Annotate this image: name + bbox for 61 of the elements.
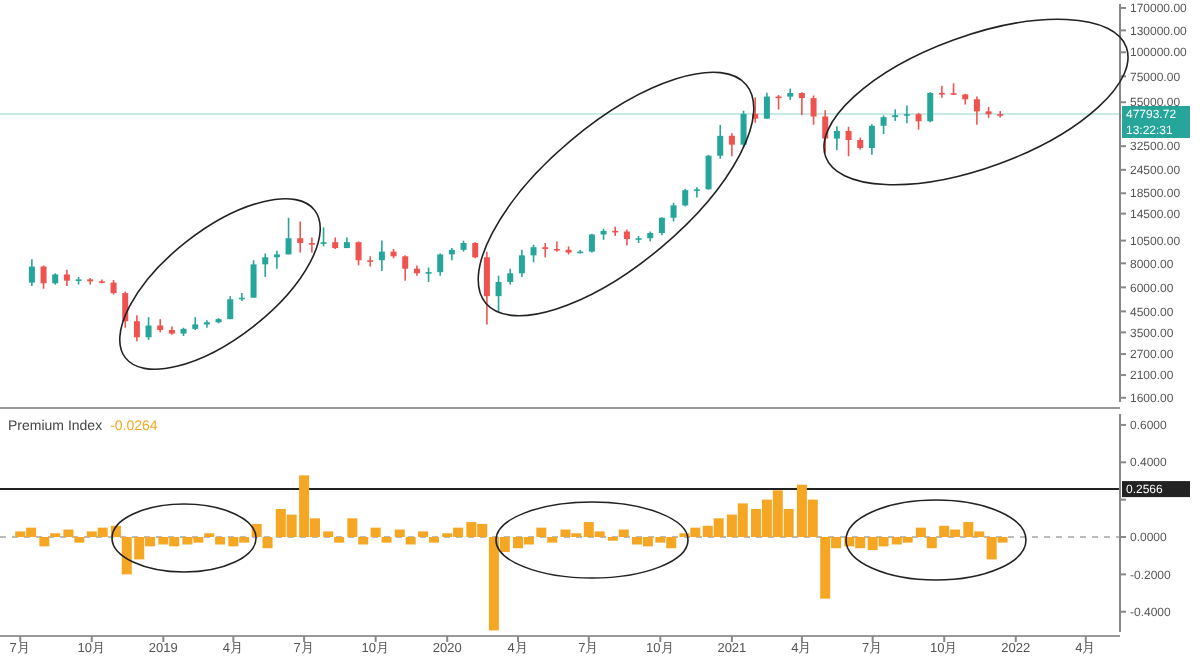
bar [347, 518, 358, 538]
candlestick [273, 249, 280, 270]
candlestick [145, 316, 152, 341]
candlestick [320, 226, 327, 248]
candlestick [28, 258, 35, 287]
candlestick [728, 132, 735, 158]
bar [618, 529, 629, 538]
candlestick [87, 277, 94, 286]
bar [429, 537, 439, 543]
candlestick [973, 95, 980, 126]
bar [39, 537, 50, 547]
candlestick [927, 91, 934, 124]
candlestick [297, 220, 304, 254]
candlestick [892, 108, 899, 122]
candlestick [355, 240, 362, 267]
candlestick [798, 91, 805, 116]
candlestick [308, 236, 315, 254]
candlestick [495, 274, 502, 313]
bar [926, 537, 937, 549]
candlestick [822, 109, 829, 154]
candlestick [903, 104, 910, 124]
candlestick [542, 242, 549, 259]
candlestick [880, 114, 887, 135]
candlestick [938, 84, 945, 99]
candlestick [402, 254, 409, 282]
candlestick [693, 186, 700, 199]
candlestick [717, 124, 724, 160]
candlestick [553, 240, 560, 253]
candlestick [833, 125, 840, 151]
bar [358, 537, 369, 545]
candlestick [483, 250, 490, 326]
candlestick [658, 216, 665, 236]
bar [262, 537, 273, 549]
candlestick [262, 252, 269, 278]
bar [74, 537, 85, 543]
bar [370, 527, 381, 538]
bar [394, 529, 405, 538]
bar [915, 527, 926, 538]
candlestick [705, 154, 712, 191]
candlestick [40, 264, 47, 290]
candlestick [437, 252, 444, 277]
bar [381, 537, 392, 543]
candlestick [133, 314, 140, 342]
bar [418, 531, 429, 538]
candlestick [285, 216, 292, 256]
candlestick [740, 109, 747, 148]
candlestick [997, 110, 1004, 119]
candlestick [810, 94, 817, 126]
candlestick [670, 202, 677, 223]
candlestick [367, 255, 374, 268]
bar [536, 527, 547, 538]
bar [334, 537, 345, 543]
candlestick [868, 123, 875, 156]
bar [547, 537, 558, 543]
candlestick [378, 239, 385, 272]
bar [405, 537, 416, 545]
candlestick [518, 249, 525, 278]
candlestick [763, 91, 770, 120]
candlestick [250, 259, 257, 299]
candlestick [203, 319, 210, 329]
candlestick [845, 125, 852, 158]
